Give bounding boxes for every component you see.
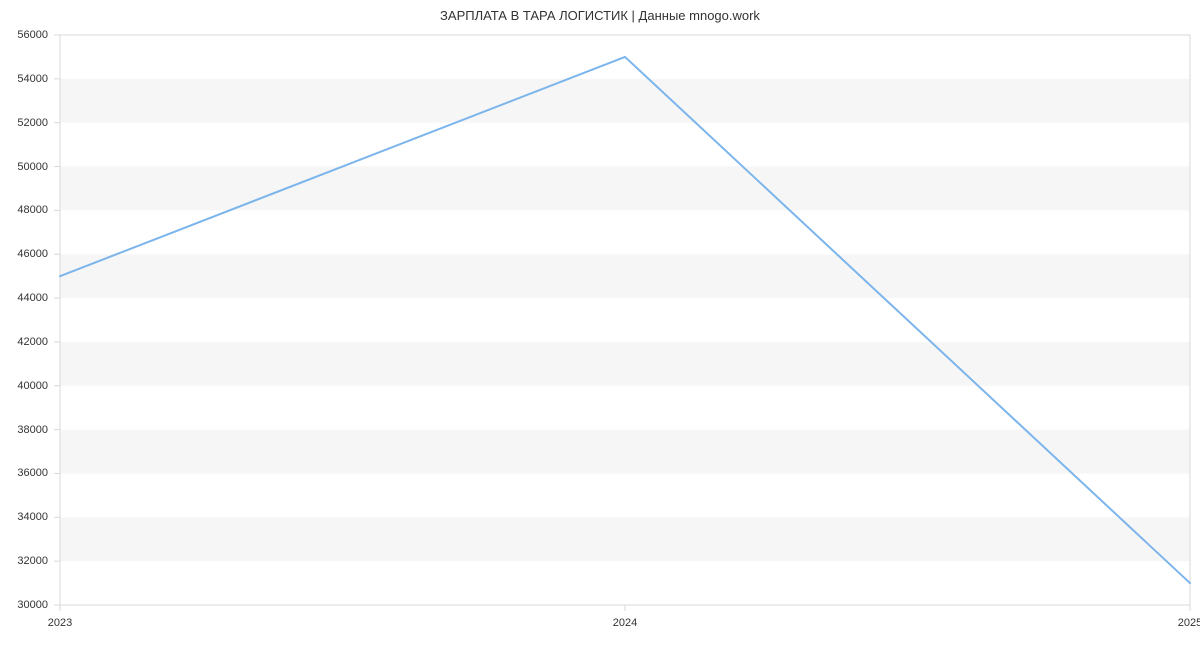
y-axis-labels: 30000 32000 34000 36000 38000 40000 42000 44000… <box>0 0 54 650</box>
salary-chart: ЗАРПЛАТА В ТАРА ЛОГИСТИК | Данные mnogo.… <box>0 0 1200 650</box>
y-tick-label: 44000 <box>0 292 54 304</box>
y-tick-label: 54000 <box>0 73 54 85</box>
y-tick-label: 56000 <box>0 29 54 41</box>
y-tick-label: 46000 <box>0 248 54 260</box>
x-tick-label: 2025 <box>1178 611 1200 629</box>
y-tick-label: 48000 <box>0 204 54 216</box>
y-tick-label: 42000 <box>0 336 54 348</box>
y-tick-label: 30000 <box>0 599 54 611</box>
y-tick-label: 34000 <box>0 511 54 523</box>
y-tick-label: 50000 <box>0 161 54 173</box>
y-tick-label: 36000 <box>0 467 54 479</box>
x-tick-label: 2024 <box>613 611 637 629</box>
chart-plot <box>0 0 1200 650</box>
x-tick-label: 2023 <box>48 611 72 629</box>
y-tick-label: 40000 <box>0 380 54 392</box>
y-tick-label: 38000 <box>0 424 54 436</box>
y-tick-label: 32000 <box>0 555 54 567</box>
y-tick-label: 52000 <box>0 117 54 129</box>
